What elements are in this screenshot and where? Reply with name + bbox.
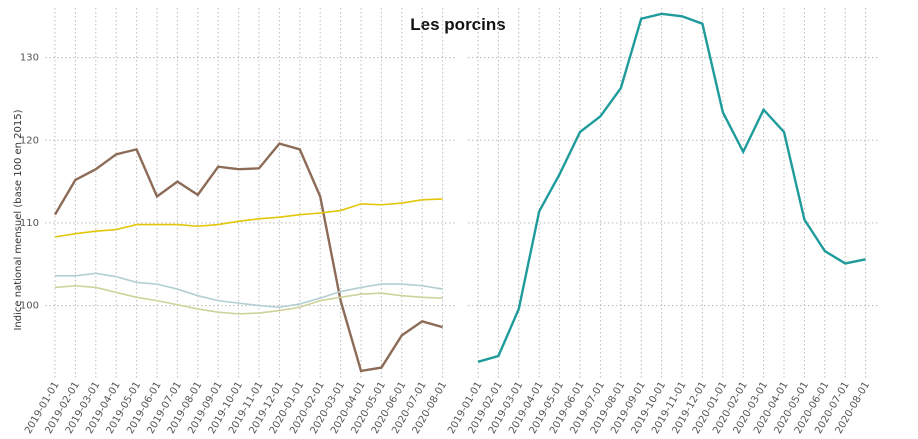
- y-tick-label: 130: [20, 53, 39, 64]
- y-tick-label: 100: [20, 301, 39, 312]
- y-tick-label: 120: [20, 135, 39, 146]
- y-tick-label: 110: [20, 218, 39, 229]
- series-line: [55, 272, 443, 309]
- series-line: [477, 12, 866, 363]
- series-line: [54, 198, 443, 238]
- series-line: [54, 284, 443, 315]
- chart-title: Les porcins: [410, 15, 505, 34]
- y-axis-label: Indice national mensuel (base 100 en 201…: [13, 109, 24, 330]
- series-line: [53, 142, 443, 373]
